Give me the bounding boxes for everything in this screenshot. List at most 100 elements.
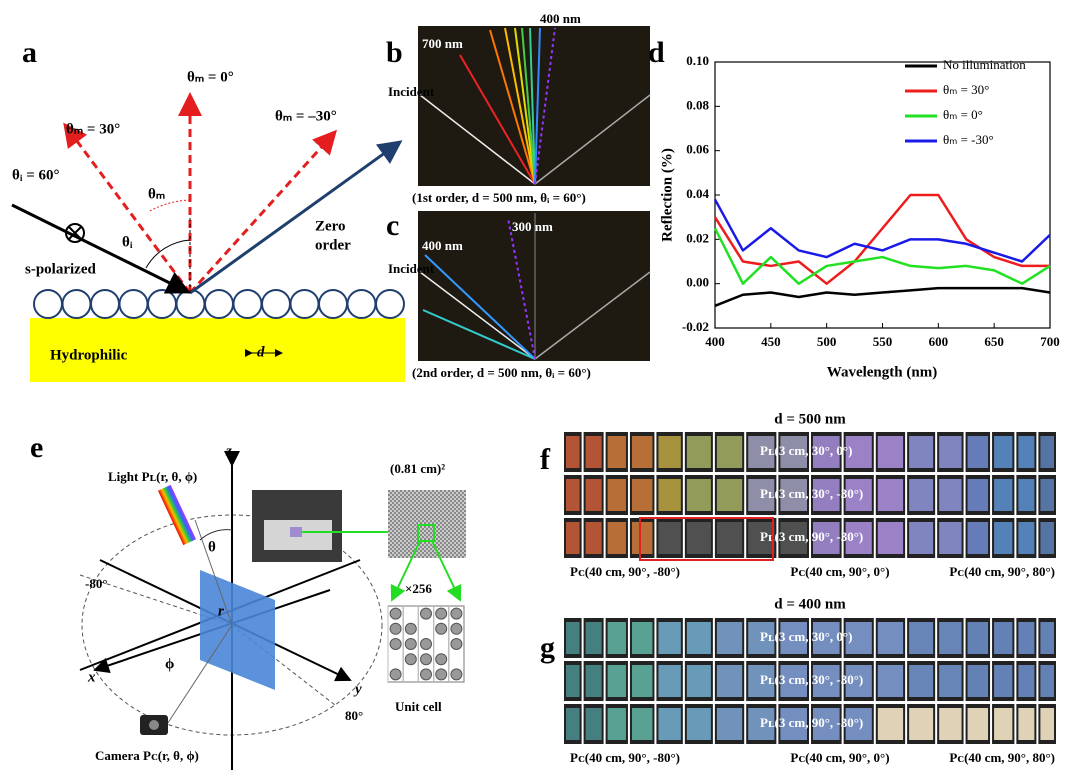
panel-c: c 300 nm 400 nm Incident (2nd order, d =…	[386, 209, 651, 380]
sphere	[389, 638, 402, 650]
photo-sample	[1040, 522, 1054, 554]
caption: (2nd order, d = 500 nm, θᵢ = 60°)	[412, 365, 591, 380]
arrow	[189, 140, 403, 295]
photo-sample	[658, 622, 681, 654]
angle-arc	[145, 239, 191, 269]
photo-sample	[607, 708, 626, 740]
photo-sample	[909, 436, 934, 468]
label: 80°	[345, 708, 363, 723]
y-tick-label: 0.02	[686, 230, 709, 245]
row-label: Pʟ(3 cm, 30°, 0°)	[760, 443, 852, 458]
panel-label: b	[386, 36, 403, 69]
photo-sample	[909, 622, 934, 654]
photo-sample	[748, 436, 775, 468]
photo-sample	[994, 708, 1013, 740]
particle	[61, 289, 92, 319]
photo-sample	[967, 708, 989, 740]
light-source	[157, 484, 197, 546]
photo-sample	[631, 479, 653, 511]
photo-sample	[1018, 522, 1035, 554]
y-tick-label: 0.08	[686, 97, 709, 112]
photo-sample	[845, 708, 872, 740]
sphere	[404, 622, 417, 635]
row-label: Pʟ(3 cm, 30°, -30°)	[760, 672, 863, 687]
photo-sample	[939, 479, 962, 511]
photo-sample	[658, 436, 681, 468]
y-tick-label: -0.02	[682, 319, 709, 334]
label: r	[218, 603, 224, 619]
x-tick-label: 550	[873, 334, 893, 349]
label: θₘ	[148, 186, 165, 202]
camera-label: Pᴄ(40 cm, 90°, 0°)	[790, 750, 889, 765]
sphere	[404, 653, 417, 666]
label: θₘ = 30°	[66, 121, 120, 137]
photo-sample	[813, 665, 840, 697]
photo-sample	[1040, 708, 1054, 740]
panel-label: f	[540, 443, 551, 476]
sphere	[420, 638, 432, 650]
photo-sample	[631, 708, 653, 740]
rays	[419, 213, 651, 360]
photo-sample	[1040, 436, 1054, 468]
photo-sample	[658, 522, 681, 554]
label: d	[257, 344, 265, 360]
camera-label: Pᴄ(40 cm, 90°, 0°)	[790, 564, 889, 579]
y-axis-title: Reflection (%)	[659, 148, 675, 242]
photo-sample	[780, 708, 807, 740]
label: z	[225, 443, 232, 459]
photo-sample	[566, 436, 580, 468]
photo-sample	[967, 665, 989, 697]
photo-sample	[748, 522, 775, 554]
photo-sample	[967, 479, 989, 511]
photo-sample	[585, 436, 602, 468]
arrow	[11, 203, 191, 294]
legend-label: θₘ = 30°	[943, 82, 989, 97]
photo-sample	[716, 708, 743, 740]
sphere	[420, 668, 432, 681]
camera-label: Pᴄ(40 cm, 90°, 80°)	[949, 564, 1055, 579]
highlight-box	[639, 517, 774, 561]
sphere	[435, 622, 448, 635]
sphere	[404, 638, 417, 650]
caption: (1st order, d = 500 nm, θᵢ = 60°)	[412, 190, 586, 205]
photo-sample	[748, 479, 775, 511]
photo-sample	[716, 622, 743, 654]
sphere	[450, 668, 463, 681]
photo-sample	[607, 479, 626, 511]
photo-sample	[909, 665, 934, 697]
photo-grid: Pʟ(3 cm, 30°, 0°) Pʟ(3 cm, 30°, -30°) Pʟ(3…	[564, 618, 1056, 765]
photo-sample	[845, 665, 872, 697]
ray	[504, 27, 536, 185]
incident-ray	[419, 94, 536, 185]
series-line	[713, 227, 1051, 285]
label: Light Pʟ(r, θ, ϕ)	[108, 469, 197, 484]
angle-arc	[147, 199, 191, 213]
panel-label: c	[386, 209, 399, 242]
panel-a: a θₘ = 0° θₘ = 30° θₘ = –30° θᵢ = 60° θₘ…	[11, 36, 405, 382]
photo-sample	[909, 522, 934, 554]
label: θₘ = 0°	[187, 69, 234, 85]
sphere	[389, 622, 402, 635]
photo-sample	[716, 665, 743, 697]
photo-sample	[845, 522, 872, 554]
photo-sample	[877, 622, 904, 654]
photo-sample	[994, 622, 1013, 654]
photo-sample	[813, 522, 840, 554]
photo-sample	[585, 622, 602, 654]
particle	[375, 289, 405, 319]
series-line	[713, 193, 1050, 285]
arrow	[63, 122, 192, 294]
particle	[33, 289, 63, 319]
panel-title: d = 400 nm	[774, 596, 846, 612]
sphere	[420, 653, 432, 666]
row-label: Pʟ(3 cm, 30°, 0°)	[760, 629, 852, 644]
series-line	[714, 286, 1051, 307]
photo-sample	[877, 522, 904, 554]
zero-order	[534, 271, 651, 360]
label: x	[87, 669, 96, 685]
particle	[289, 289, 320, 319]
photo-sample	[631, 436, 653, 468]
photo-sample	[1018, 436, 1035, 468]
particle	[90, 289, 120, 319]
camera-icon	[149, 720, 159, 730]
